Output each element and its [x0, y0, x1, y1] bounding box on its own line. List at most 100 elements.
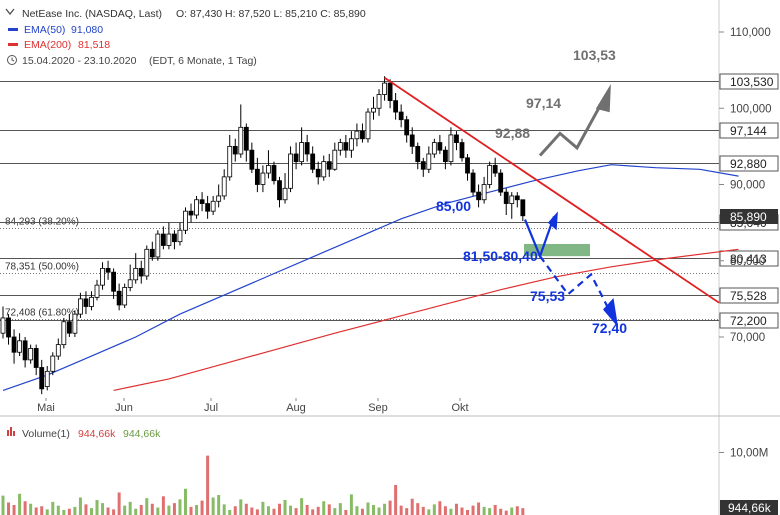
y-tick-label: 70,000: [730, 332, 765, 344]
volume-bar: [399, 505, 403, 515]
candle-body: [459, 142, 465, 159]
volume-bar: [515, 506, 519, 515]
candle-body: [315, 168, 321, 178]
candle-body: [199, 199, 205, 204]
candle-body: [465, 157, 470, 174]
candle-body: [448, 134, 454, 163]
candle-body: [94, 284, 100, 298]
candle-body: [343, 142, 349, 151]
volume-bar: [416, 503, 420, 515]
volume-icon: [7, 427, 15, 436]
volume-bar: [499, 508, 503, 515]
volume-bar: [355, 506, 359, 515]
candle-body: [266, 165, 271, 174]
price-annotation: 72,40: [592, 320, 627, 336]
candle-body: [83, 298, 89, 307]
candle-body: [210, 200, 216, 212]
volume-bar: [327, 504, 331, 515]
volume-bar: [12, 505, 16, 515]
candle-body: [492, 165, 498, 174]
volume-bar: [95, 500, 99, 515]
horizontal-levels: 103,53097,14492,88085,04080,41375,52872,…: [0, 73, 779, 329]
candle-body: [221, 176, 227, 197]
volume-bar: [493, 505, 497, 515]
candle-body: [61, 321, 67, 346]
candle-body: [431, 142, 437, 155]
volume-bar: [443, 506, 447, 515]
volume-bar: [311, 509, 315, 515]
volume-bar: [222, 504, 226, 515]
candle-body: [271, 165, 277, 182]
x-tick-label: Mai: [37, 402, 55, 414]
volume-bar: [272, 508, 276, 515]
candle-body: [66, 321, 72, 334]
price-annotation: 85,00: [436, 198, 471, 214]
volume-bar: [322, 501, 326, 515]
candle-body: [160, 233, 166, 246]
volume-bar: [432, 504, 436, 515]
candle-body: [520, 199, 526, 217]
candle-body: [310, 153, 316, 170]
volume-bar: [372, 505, 376, 515]
volume-bar: [18, 493, 22, 515]
candle-body: [116, 290, 122, 306]
candle-body: [194, 199, 199, 216]
candle-body: [39, 367, 45, 390]
current-price-label: 85,890: [730, 210, 767, 224]
candle-body: [476, 191, 481, 201]
volume-bar: [1, 495, 5, 515]
candle-body: [111, 271, 116, 292]
volume-bar: [360, 508, 364, 515]
volume-bar: [167, 505, 171, 515]
candle-body: [177, 229, 183, 243]
volume-bar: [217, 495, 221, 515]
candle-body: [387, 82, 393, 102]
volume-bar: [195, 505, 199, 515]
expand-icon[interactable]: [5, 8, 15, 16]
projection-gray-path: [538, 96, 607, 157]
candle-body: [33, 348, 39, 368]
price-axis: 110,000 100,000 90,000 80,000 70,000: [719, 27, 772, 344]
candle-body: [426, 153, 432, 170]
volume-bar: [128, 501, 132, 515]
candle-body: [282, 187, 288, 201]
volume-bar: [388, 500, 392, 515]
volume-bar: [106, 507, 110, 515]
candle-body: [17, 340, 22, 353]
candle-body: [100, 267, 105, 286]
volume-current-box: [720, 500, 778, 515]
candlesticks: [0, 76, 526, 395]
volume-bar: [283, 500, 287, 515]
level-label: 97,144: [730, 124, 767, 138]
candle-body: [149, 248, 155, 258]
level-box: [719, 73, 779, 90]
candle-body: [238, 126, 244, 155]
volume-bar: [300, 498, 304, 515]
ema200-label: EMA(200): [24, 39, 71, 51]
candle-body: [498, 172, 504, 193]
volume-bar: [289, 505, 293, 515]
candle-body: [144, 248, 150, 277]
candle-body: [503, 191, 509, 204]
ema50-line: [2, 164, 739, 391]
candle-body: [509, 195, 515, 204]
volume-bar: [278, 503, 281, 515]
price-annotation: 92,88: [495, 125, 530, 141]
volume-bar: [189, 506, 193, 515]
candle-body: [243, 126, 249, 151]
x-tick-label: Jul: [204, 402, 218, 414]
candle-body: [6, 317, 11, 338]
candle-body: [138, 267, 144, 277]
volume-bar: [145, 498, 149, 515]
chart-legend: NetEase Inc. (NASDAQ, Last) O: 87,430 H:…: [5, 8, 366, 67]
candle-body: [72, 313, 78, 334]
level-label: 92,880: [730, 157, 767, 171]
y-tick-label: 110,000: [730, 27, 771, 39]
volume-current-label: 944,66k: [728, 501, 772, 515]
volume-bar: [112, 509, 116, 515]
candle-body: [133, 267, 139, 281]
candle-body: [393, 100, 399, 113]
volume-bar: [78, 497, 82, 515]
